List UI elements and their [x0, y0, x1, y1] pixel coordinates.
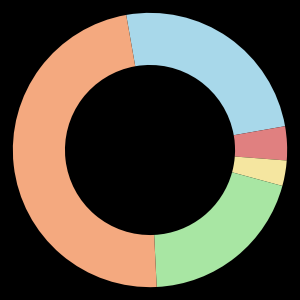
Wedge shape	[232, 157, 287, 186]
Wedge shape	[234, 126, 287, 160]
Wedge shape	[154, 172, 282, 287]
Wedge shape	[13, 15, 157, 287]
Wedge shape	[126, 13, 285, 135]
